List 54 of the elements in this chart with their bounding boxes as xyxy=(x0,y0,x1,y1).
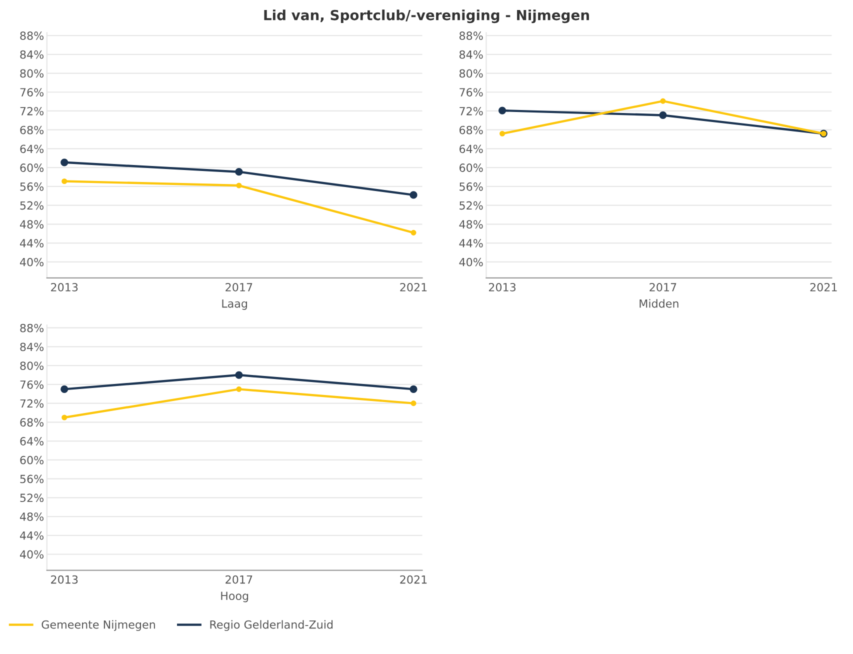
y-tick-label: 64% xyxy=(460,144,483,154)
y-tick-label: 72% xyxy=(460,106,483,116)
y-tick-label: 80% xyxy=(20,362,44,370)
y-tick-label: 84% xyxy=(20,342,44,352)
x-axis-title: Hoog xyxy=(221,592,248,602)
x-tick-label: 2013 xyxy=(488,283,516,292)
y-tick-label: 44% xyxy=(20,531,44,540)
y-tick-label: 60% xyxy=(20,164,44,172)
x-tick-label: 2017 xyxy=(226,283,252,292)
y-tick-label: 56% xyxy=(460,182,483,191)
y-tick-label: 44% xyxy=(20,239,44,248)
y-tick-label: 52% xyxy=(460,201,483,210)
x-tick-label: 2017 xyxy=(226,575,252,584)
y-tick-label: 76% xyxy=(20,88,44,97)
y-tick-label: 88% xyxy=(459,32,483,40)
x-tick-label: 2021 xyxy=(400,283,427,292)
x-tick-label: 2013 xyxy=(51,283,78,292)
y-tick-label: 72% xyxy=(20,399,44,408)
x-tick-label: 2021 xyxy=(400,575,427,584)
y-tick-label: 68% xyxy=(20,126,44,134)
y-tick-label: 68% xyxy=(20,418,44,427)
y-tick-label: 64% xyxy=(20,437,44,446)
y-tick-label: 40% xyxy=(459,258,483,266)
legend-label: Gemeente Nijmegen xyxy=(42,620,155,631)
y-tick-label: 60% xyxy=(20,456,44,464)
y-tick-label: 56% xyxy=(20,474,44,484)
y-tick-label: 88% xyxy=(20,32,44,40)
y-tick-label: 48% xyxy=(20,512,44,521)
y-tick-label: 72% xyxy=(20,106,44,116)
y-tick-label: 56% xyxy=(20,182,44,191)
y-tick-label: 88% xyxy=(20,324,44,332)
y-tick-label: 40% xyxy=(20,550,44,559)
y-tick-label: 76% xyxy=(20,380,44,389)
y-tick-label: 84% xyxy=(459,50,483,59)
x-tick-label: 2013 xyxy=(51,575,78,584)
x-tick-label: 2017 xyxy=(650,283,676,292)
y-tick-label: 48% xyxy=(20,220,44,229)
y-tick-label: 44% xyxy=(459,239,483,248)
y-tick-label: 76% xyxy=(460,88,483,97)
y-tick-label: 84% xyxy=(20,50,44,59)
x-axis-title: Midden xyxy=(640,299,678,308)
y-tick-label: 52% xyxy=(20,494,44,502)
y-tick-label: 64% xyxy=(20,144,44,154)
x-axis-title: Laag xyxy=(222,299,247,310)
y-tick-label: 68% xyxy=(460,126,483,134)
y-tick-label: 52% xyxy=(20,201,44,210)
x-tick-label: 2021 xyxy=(810,283,837,292)
y-tick-label: 80% xyxy=(20,69,44,78)
legend-label: Regio Gelderland-Zuid xyxy=(210,620,333,631)
y-tick-label: 80% xyxy=(459,69,483,78)
chart-title: Lid van, Sportclub/-vereniging - Nijmegen xyxy=(264,10,589,24)
y-tick-label: 60% xyxy=(460,164,483,172)
y-tick-label: 40% xyxy=(20,258,44,266)
y-tick-label: 48% xyxy=(459,220,483,229)
